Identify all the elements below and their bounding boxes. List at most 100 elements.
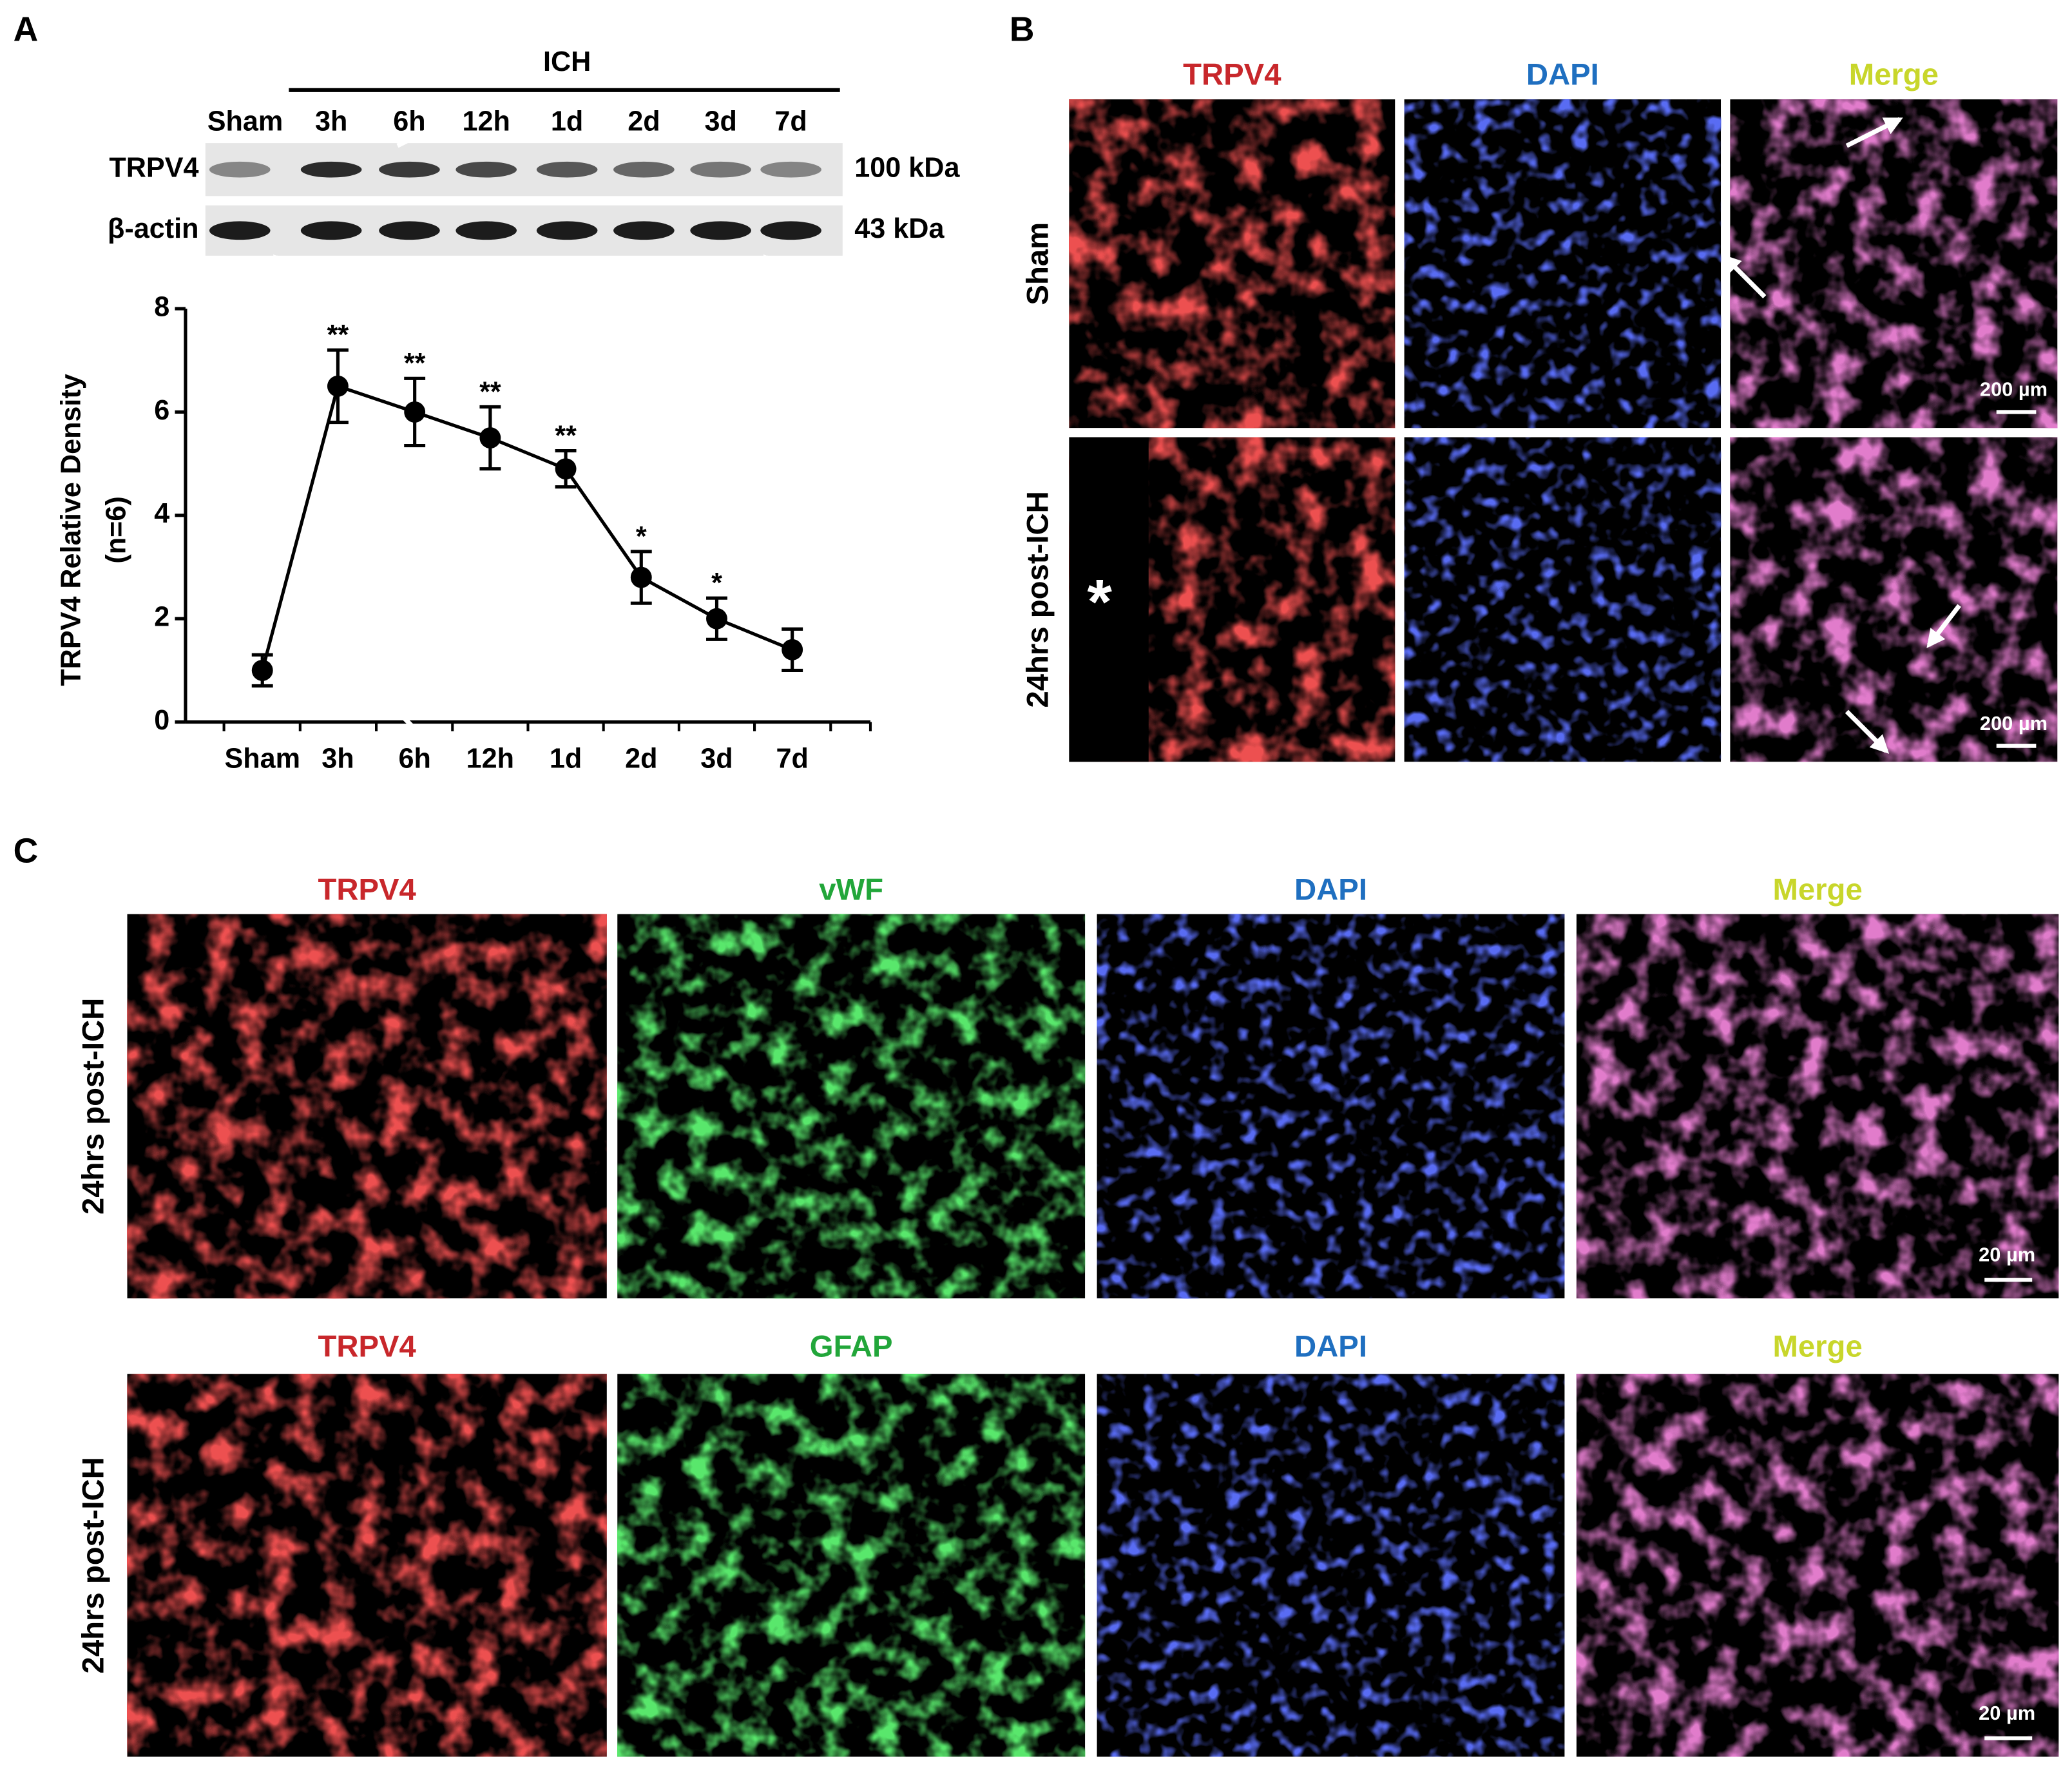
column-title: DAPI: [1294, 872, 1367, 907]
scale-label: 200 µm: [1980, 712, 2048, 735]
panel-label: A: [14, 10, 39, 48]
row-label: 24hrs post-ICH: [77, 998, 111, 1215]
blot-band: [760, 161, 821, 178]
column-title: vWF: [819, 872, 883, 907]
x-tick-label: 6h: [398, 744, 430, 774]
blot-band: [613, 161, 675, 178]
micrograph-signal: [617, 1374, 1086, 1757]
row-label: Sham: [1021, 222, 1055, 305]
x-tick-label: 2d: [625, 744, 657, 774]
y-axis-label: TRPV4 Relative Density: [56, 374, 87, 686]
scale-label: 200 µm: [1980, 378, 2048, 401]
micrograph-signal: [1576, 1374, 2059, 1757]
column-title: Merge: [1849, 58, 1939, 92]
data-point: [404, 401, 426, 423]
x-tick-label: 3d: [700, 744, 733, 774]
blot-band: [690, 221, 751, 240]
lesion: [1069, 437, 1149, 762]
arrow: [396, 117, 454, 148]
column-title: DAPI: [1294, 1330, 1367, 1364]
lane-label: 3d: [704, 106, 736, 137]
column-title: GFAP: [810, 1330, 893, 1364]
micrograph-signal: [127, 914, 607, 1299]
blot-band: [379, 221, 440, 240]
data-point: [706, 608, 727, 630]
arrow: [886, 709, 930, 754]
panel-label: C: [14, 832, 39, 870]
significance: **: [479, 376, 501, 407]
lane-label: 2d: [628, 106, 660, 137]
micrograph-signal: [1097, 1374, 1565, 1757]
micrograph-signal: [1404, 99, 1722, 428]
data-point: [327, 375, 349, 397]
arrow: [477, 604, 512, 648]
blot-band: [760, 221, 821, 240]
blot-band: [613, 221, 675, 240]
micrograph-signal: [1404, 437, 1722, 762]
arrow: [1845, 117, 1903, 148]
micrograph-signal: [1069, 99, 1396, 428]
lane-label: Sham: [207, 106, 283, 137]
size-label: 43 kDa: [854, 213, 945, 244]
significance: **: [327, 320, 349, 351]
column-title: Merge: [1772, 872, 1862, 907]
lane-label: 12h: [463, 106, 510, 137]
blot-band: [690, 161, 751, 178]
data-point: [479, 427, 501, 449]
micrograph-signal: [1730, 99, 2058, 428]
row-label: TRPV4: [109, 153, 198, 184]
arrow: [396, 709, 440, 754]
significance: *: [636, 521, 647, 552]
x-tick-label: 3h: [321, 744, 354, 774]
x-tick-label: 1d: [550, 744, 582, 774]
lesion-mark: *: [1087, 566, 1112, 637]
group-label: ICH: [543, 46, 591, 77]
column-title: TRPV4: [318, 872, 416, 907]
y-tick-label: 2: [154, 602, 169, 633]
size-label: 100 kDa: [854, 153, 960, 184]
blot-band: [536, 221, 598, 240]
lane-label: 1d: [551, 106, 583, 137]
blot-band: [300, 161, 362, 178]
row-label: 24hrs post-ICH: [77, 1457, 111, 1673]
micrograph-signal: [1576, 914, 2059, 1299]
significance: *: [711, 568, 722, 599]
column-title: TRPV4: [1183, 58, 1281, 92]
arrow: [273, 254, 318, 299]
x-tick-label: Sham: [224, 744, 300, 774]
arrow: [763, 254, 807, 299]
data-point: [555, 458, 577, 480]
scale-label: 20 µm: [1979, 1243, 2035, 1265]
x-tick-label: 7d: [776, 744, 808, 774]
x-tick-label: 12h: [466, 744, 514, 774]
arrow: [887, 117, 945, 148]
blot-band: [536, 161, 598, 178]
arrow: [1926, 604, 1961, 648]
data-point: [782, 639, 803, 660]
column-title: Merge: [1772, 1330, 1862, 1364]
panel-label: B: [1010, 10, 1035, 48]
y-tick-label: 6: [154, 395, 169, 426]
scale-label: 20 µm: [1979, 1702, 2035, 1724]
column-title: DAPI: [1526, 58, 1599, 92]
data-point: [630, 566, 652, 588]
lane-label: 7d: [774, 106, 807, 137]
micrograph-signal: [127, 1374, 607, 1757]
micrograph-signal: [1097, 914, 1565, 1299]
column-title: TRPV4: [318, 1330, 416, 1364]
significance: **: [555, 420, 577, 451]
y-tick-label: 8: [154, 291, 169, 322]
arrow: [967, 604, 1002, 648]
y-tick-label: 0: [154, 705, 169, 736]
y-axis-label: (n=6): [101, 496, 132, 563]
blot-band: [456, 221, 517, 240]
blot-band: [456, 161, 517, 178]
y-tick-label: 4: [154, 498, 169, 529]
row-label: β-actin: [108, 213, 198, 244]
significance: **: [404, 348, 426, 379]
data-line: [260, 384, 793, 671]
row-label: 24hrs post-ICH: [1021, 491, 1055, 707]
data-point: [251, 659, 273, 681]
arrow: [1722, 254, 1767, 299]
